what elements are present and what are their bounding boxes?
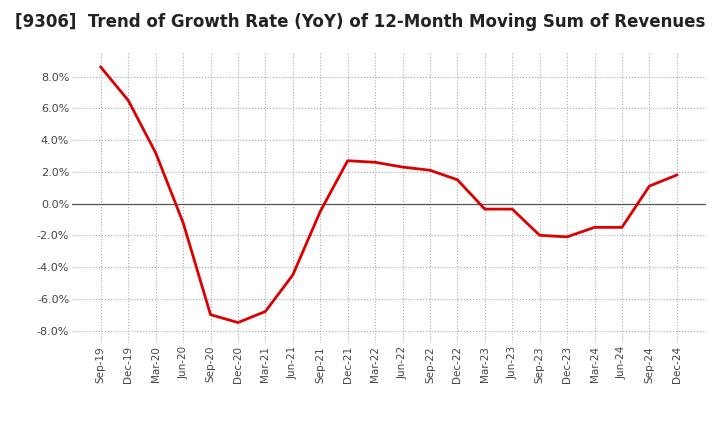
Text: [9306]  Trend of Growth Rate (YoY) of 12-Month Moving Sum of Revenues: [9306] Trend of Growth Rate (YoY) of 12-… [15,13,705,31]
